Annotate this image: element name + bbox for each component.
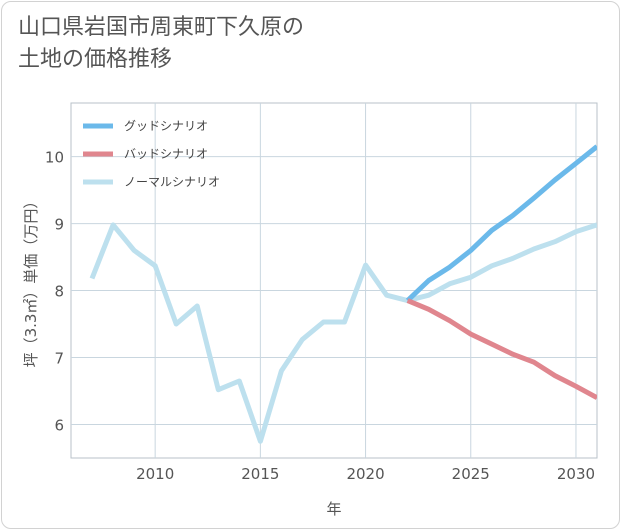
y-tick-label: 9	[54, 216, 64, 234]
x-tick-label: 2010	[136, 465, 174, 483]
x-tick-label: 2020	[346, 465, 384, 483]
legend-label: バッドシナリオ	[124, 147, 208, 161]
y-tick-label: 7	[54, 350, 64, 368]
series-layer	[89, 144, 597, 444]
bad-scenario-line	[406, 298, 597, 400]
grid	[71, 103, 597, 458]
legend-normal-scenario: ノーマルシナリオ	[83, 175, 220, 189]
x-axis-title: 年	[326, 500, 341, 518]
x-tick-label: 2030	[557, 465, 595, 483]
legend-label: グッドシナリオ	[124, 119, 208, 133]
y-tick-label: 8	[54, 283, 64, 301]
tick-labels: 2010 2015 2020 2025 2030 6 7 8 9 10	[45, 149, 595, 483]
legend-good-scenario: グッドシナリオ	[83, 119, 208, 133]
x-tick-label: 2025	[452, 465, 490, 483]
normal-scenario-line	[89, 222, 597, 444]
legend-bad-scenario: バッドシナリオ	[83, 147, 208, 161]
y-axis-title: 坪（3.3㎡）単価（万円）	[22, 194, 40, 368]
chart-title: 山口県岩国市周東町下久原の 土地の価格推移	[18, 12, 578, 76]
y-tick-label: 10	[45, 149, 64, 167]
y-tick-label: 6	[54, 417, 64, 435]
legend-label: ノーマルシナリオ	[124, 175, 220, 189]
chart-title-line-2: 土地の価格推移	[18, 47, 173, 72]
chart-title-line-1: 山口県岩国市周東町下久原の	[18, 15, 305, 40]
good-scenario-line	[405, 144, 597, 303]
x-tick-label: 2015	[241, 465, 279, 483]
